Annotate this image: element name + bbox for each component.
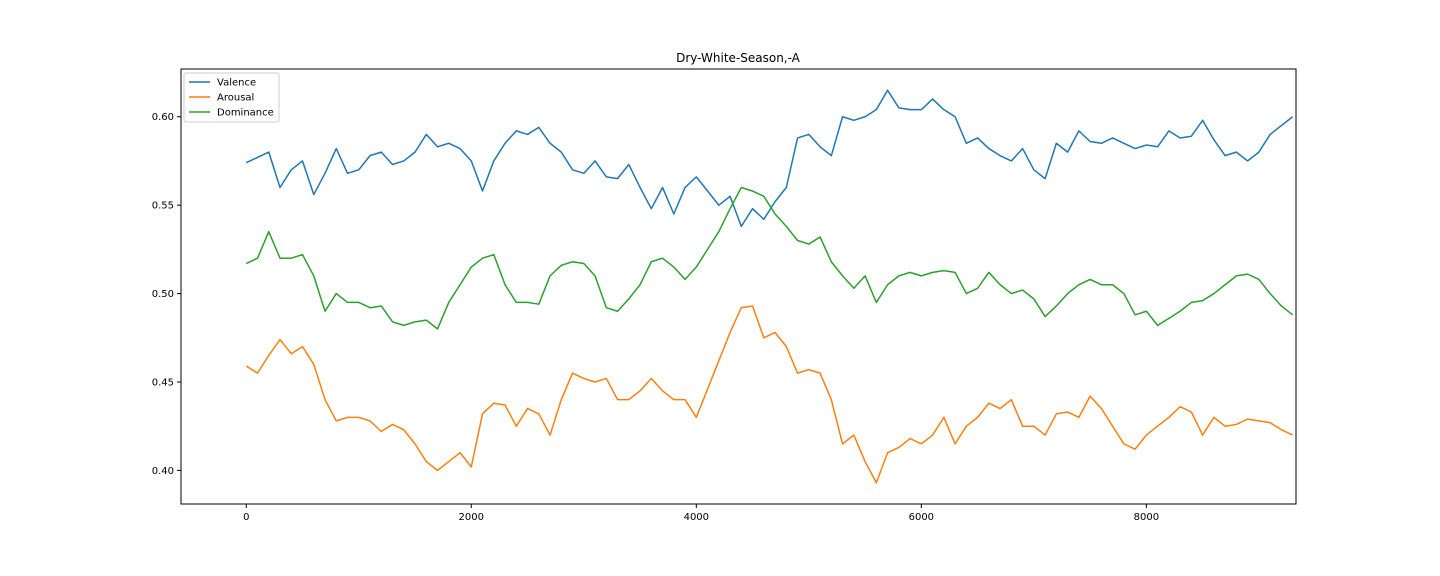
legend: Valence Arousal Dominance [183,72,280,123]
plot-area-frame [180,68,1297,505]
series-line-valence [245,89,1294,228]
y-tick-label: 0.60 [152,112,174,123]
legend-label-dominance: Dominance [217,108,274,119]
legend-label-arousal: Arousal [217,93,254,104]
x-tick-label: 8000 [1134,512,1159,523]
legend-box [183,72,280,123]
y-tick-label: 0.40 [152,466,174,477]
x-tick-label: 6000 [909,512,934,523]
y-tick-label: 0.50 [152,289,174,300]
x-tick-label: 4000 [684,512,709,523]
y-tick-label: 0.55 [152,201,174,212]
x-tick-label: 2000 [459,512,484,523]
y-tick-label: 0.45 [152,377,174,388]
series-layer [245,89,1294,484]
y-axis: 0.40 0.45 0.50 0.55 0.60 [152,112,181,477]
x-axis: 0 2000 4000 6000 8000 [243,504,1159,523]
x-tick-label: 0 [243,512,249,523]
series-line-dominance [245,186,1294,330]
series-line-arousal [245,305,1293,484]
legend-label-valence: Valence [217,78,256,89]
chart-title: Dry-White-Season,-A [676,51,801,65]
